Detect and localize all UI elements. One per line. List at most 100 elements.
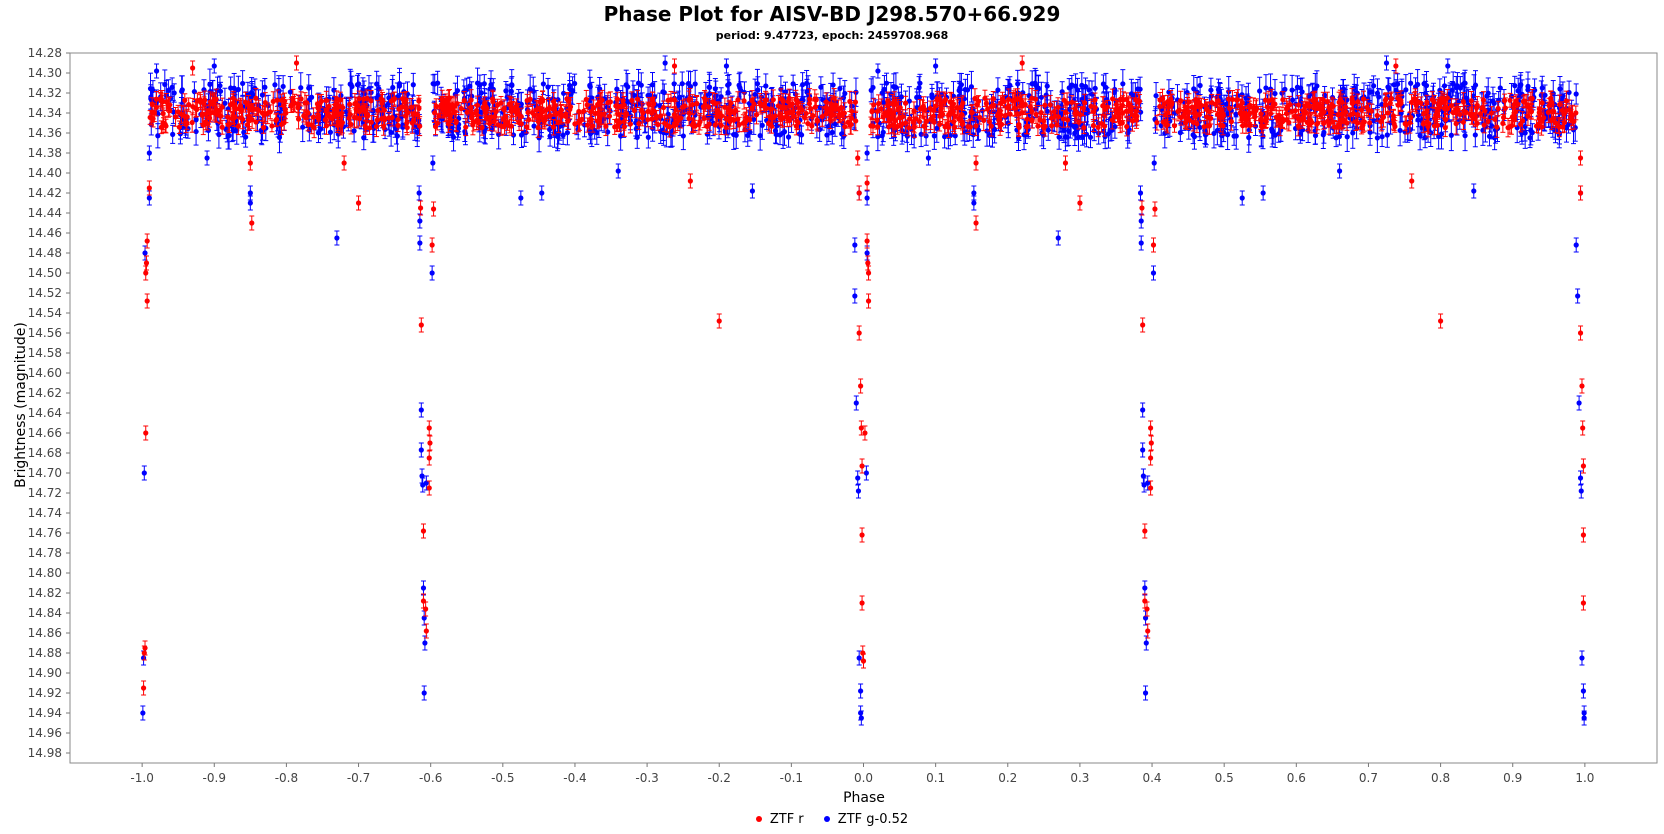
data-point [1075,134,1082,140]
data-point [891,84,897,90]
data-point [1539,85,1545,91]
y-tick-label: 14.50 [28,266,62,280]
data-point [1386,86,1392,92]
data-point [736,82,742,88]
data-point [800,82,806,88]
data-point [1417,133,1423,139]
data-point [454,88,461,94]
data-point [1421,81,1427,87]
data-point [540,81,546,87]
data-point [1246,134,1252,141]
data-point [1112,124,1118,130]
data-point [1464,95,1470,102]
data-point [1045,127,1051,133]
data-point [1415,117,1421,123]
y-tick-label: 14.68 [28,446,62,460]
data-point [260,124,267,131]
data-point [647,92,653,98]
data-point [1448,132,1454,138]
data-point [222,100,228,106]
data-point [193,117,199,123]
y-tick-label: 14.54 [28,306,62,320]
data-point [276,134,283,140]
data-point [1528,128,1534,134]
data-point [390,84,396,91]
data-point [923,133,929,139]
data-point [1197,124,1203,131]
data-point [995,87,1001,93]
data-point [704,131,710,137]
y-tick-label: 14.66 [28,426,62,440]
data-point [481,81,487,87]
data-point [1384,132,1390,138]
data-point [1197,82,1203,89]
data-point [1269,126,1275,132]
data-point [660,89,666,95]
data-point [1120,81,1126,87]
data-point [1032,80,1038,86]
data-point [706,84,713,90]
y-tick-label: 14.42 [28,186,62,200]
y-tick-label: 14.48 [28,246,62,260]
data-point [1137,86,1143,92]
y-tick-label: 14.40 [28,166,62,180]
data-point [317,126,324,132]
x-tick-label: -0.9 [203,771,226,785]
data-point [165,87,171,94]
data-point [262,84,268,90]
data-point [370,107,376,114]
data-point [754,81,761,87]
data-point [155,133,161,139]
data-point [1191,134,1198,140]
y-tick-label: 14.92 [28,686,62,700]
data-point [1491,100,1497,106]
y-tick-label: 14.78 [28,546,62,560]
y-tick-label: 14.32 [28,86,62,100]
data-point [1079,134,1086,140]
data-point [1282,86,1288,92]
data-point [1246,127,1252,133]
data-point [1092,85,1098,91]
data-point [1233,111,1239,117]
y-tick-label: 14.82 [28,586,62,600]
data-point [665,111,671,117]
data-point [298,96,304,102]
data-point [508,88,514,94]
data-point [1391,82,1397,88]
y-tick-label: 14.58 [28,346,62,360]
data-point [564,130,571,136]
data-point [1225,132,1231,138]
data-point [692,81,698,87]
data-point [879,133,885,139]
data-point [1044,83,1050,89]
data-point [1044,108,1051,114]
data-point [934,125,940,131]
x-tick-label: -0.6 [419,771,442,785]
data-point [594,130,600,136]
data-point [349,83,355,90]
data-point [614,86,620,92]
data-point [272,82,278,88]
plot-frame [69,52,1658,764]
data-point [1374,90,1381,96]
y-tick-label: 14.90 [28,666,62,680]
data-point [1415,81,1421,88]
data-point [631,92,637,98]
data-point [1525,83,1531,89]
x-tick-label: 0.0 [854,771,873,785]
data-point [503,88,509,94]
data-point [450,134,457,140]
data-point [712,86,718,92]
data-point [917,80,923,86]
data-point [1289,87,1295,93]
data-point [1086,87,1092,93]
data-point [1460,81,1466,87]
y-tick-label: 14.74 [28,506,62,520]
plot-area [69,52,1658,764]
data-point [1422,134,1428,141]
x-tick-label: 0.3 [1070,771,1089,785]
data-point [780,130,786,136]
data-point [259,92,265,98]
chart-title: Phase Plot for AISV-BD J298.570+66.929 [603,2,1061,26]
data-point [1056,134,1062,140]
